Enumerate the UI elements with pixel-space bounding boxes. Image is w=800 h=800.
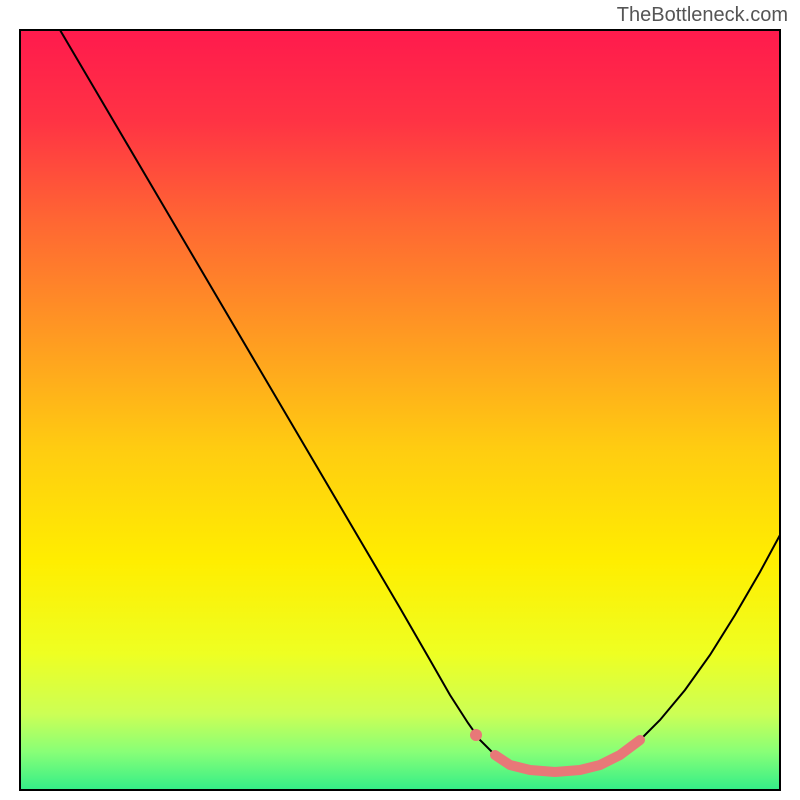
chart-svg <box>0 0 800 800</box>
highlight-dot <box>470 729 482 741</box>
watermark-text: TheBottleneck.com <box>617 4 788 27</box>
plot-background <box>20 30 780 790</box>
bottleneck-chart: TheBottleneck.com <box>0 0 800 800</box>
